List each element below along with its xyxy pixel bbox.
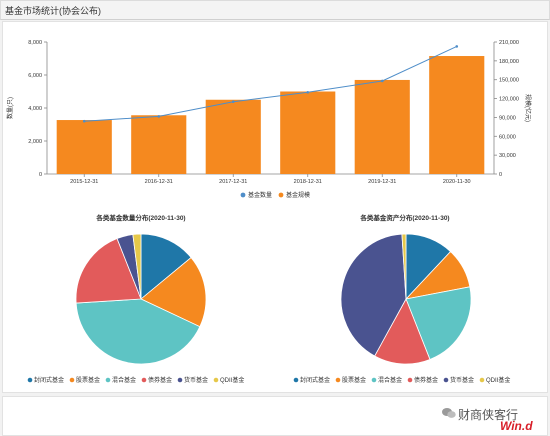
bar	[131, 115, 187, 174]
legend-swatch	[407, 377, 413, 383]
legend-item: 混合基金	[378, 376, 402, 384]
pie-legend: 封闭式基金 股票基金 混合基金 债券基金 货币基金 QDII基金	[293, 376, 510, 384]
x-tick-label: 2020-11-30	[443, 179, 471, 185]
pie-title: 各类基金资产分布(2020-11-30)	[359, 213, 449, 222]
series-line	[84, 45, 457, 122]
legend-item: 股票基金	[76, 376, 100, 384]
combo-chart: 0 2,000 4,000 6,000 8,000 0 30,000 60,000 90,000…	[6, 40, 532, 199]
footer-panel	[2, 396, 548, 436]
line-point	[157, 115, 161, 118]
y2-tick-label: 210,000	[499, 40, 519, 46]
line-point	[306, 90, 310, 94]
legend-item: QDII基金	[220, 376, 244, 384]
bar	[205, 99, 261, 174]
pie-slice	[340, 233, 407, 357]
legend-swatch	[141, 377, 147, 383]
legend-swatch	[177, 377, 183, 383]
wechat-icon	[442, 408, 456, 418]
legend-swatch	[371, 377, 377, 383]
legend-item: QDII基金	[486, 376, 510, 384]
pie-slice	[405, 286, 472, 360]
x-tick-label: 2017-12-31	[219, 179, 247, 185]
bar	[429, 56, 485, 174]
pie-slice	[75, 238, 142, 304]
watermark-text: 财商侠客行	[458, 408, 519, 422]
pie-slice	[75, 298, 201, 365]
combo-legend: 基金数量 基金规模	[240, 191, 310, 199]
legend-item: 货币基金	[184, 376, 208, 384]
pie-chart-count: 各类基金数量分布(2020-11-30) 封闭式基金 股票基金 混合基金 债券基金 货币基…	[27, 213, 244, 384]
y-tick-label: 0	[39, 172, 42, 178]
pie-slice	[374, 298, 431, 365]
page-title: 基金市场统计(协会公布)	[5, 6, 101, 16]
watermark: 财商侠客行 Win.d	[442, 405, 546, 433]
legend-item: 封闭式基金	[300, 376, 330, 384]
y-tick-label: 8,000	[28, 40, 42, 46]
legend-swatch	[293, 377, 299, 383]
bar	[354, 79, 410, 174]
legend-swatch	[479, 377, 485, 383]
legend-item: 股票基金	[342, 376, 366, 384]
y-tick-label: 4,000	[28, 106, 42, 112]
legend-item: 基金数量	[248, 191, 272, 199]
y-tick-label: 6,000	[28, 73, 42, 79]
line-point	[231, 100, 235, 104]
x-tick-label: 2018-12-31	[294, 179, 322, 185]
legend-item: 封闭式基金	[34, 376, 64, 384]
y2-tick-label: 180,000	[499, 59, 519, 65]
legend-item: 债券基金	[148, 376, 172, 384]
watermark-brand: Win.d	[500, 419, 533, 433]
y-axis-label: 数量(只)	[6, 97, 14, 119]
legend-swatch	[105, 377, 111, 383]
legend-swatch	[27, 377, 33, 383]
y2-tick-label: 120,000	[499, 97, 519, 103]
legend-item: 基金规模	[286, 191, 310, 199]
y2-tick-label: 150,000	[499, 78, 519, 84]
pie-legend: 封闭式基金 股票基金 混合基金 债券基金 货币基金 QDII基金	[27, 376, 244, 384]
pie-slice	[140, 233, 192, 300]
legend-swatch	[69, 377, 75, 383]
line-point	[380, 79, 384, 83]
bar	[280, 91, 336, 174]
line-point	[82, 119, 86, 123]
y2-axis-label: 规模(亿元)	[524, 94, 532, 122]
x-tick-label: 2016-12-31	[145, 179, 173, 185]
pie-title: 各类基金数量分布(2020-11-30)	[95, 213, 185, 222]
legend-swatch	[240, 192, 246, 198]
legend-swatch	[335, 377, 341, 383]
y2-tick-label: 60,000	[499, 134, 516, 140]
legend-swatch	[278, 192, 284, 198]
x-tick-label: 2019-12-31	[368, 179, 396, 185]
y2-tick-label: 30,000	[499, 153, 516, 159]
y-tick-label: 2,000	[28, 139, 42, 145]
pie-slice	[132, 233, 142, 300]
y2-tick-label: 90,000	[499, 115, 516, 121]
legend-swatch	[213, 377, 219, 383]
legend-swatch	[443, 377, 449, 383]
legend-item: 货币基金	[450, 376, 474, 384]
bar	[56, 120, 112, 174]
legend-item: 债券基金	[414, 376, 438, 384]
legend-item: 混合基金	[112, 376, 136, 384]
x-tick-label: 2015-12-31	[70, 179, 98, 185]
pie-chart-assets: 各类基金资产分布(2020-11-30) 封闭式基金 股票基金 混合基金 债券基金 货币基…	[293, 213, 510, 384]
pie-slice	[140, 257, 207, 328]
pie-slice	[401, 233, 407, 300]
line-point	[455, 45, 459, 48]
y2-tick-label: 0	[499, 172, 502, 178]
